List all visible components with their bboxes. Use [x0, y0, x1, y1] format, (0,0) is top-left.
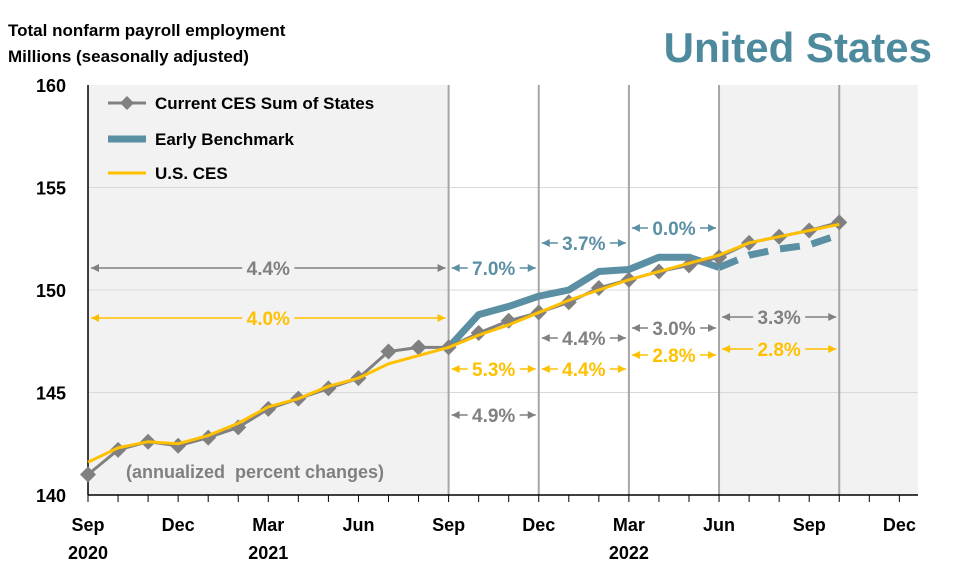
x-tick-label: Sep	[793, 515, 826, 535]
y-tick-label: 160	[36, 76, 66, 96]
arrow-right-icon	[527, 411, 536, 419]
arrow-left-icon	[541, 334, 550, 342]
x-tick-label: Jun	[342, 515, 374, 535]
change-annotation: 3.3%	[722, 308, 837, 329]
legend-item: U.S. CES	[108, 164, 228, 183]
arrow-left-icon	[91, 314, 99, 322]
arrow-right-icon	[708, 224, 717, 232]
change-label: 2.8%	[652, 346, 695, 367]
arrow-left-icon	[722, 313, 731, 321]
chart-subtitle-2: Millions (seasonally adjusted)	[8, 47, 249, 66]
change-label: 4.4%	[247, 259, 290, 280]
y-tick-label: 155	[36, 179, 66, 199]
arrow-right-icon	[527, 264, 536, 272]
legend-marker	[120, 96, 134, 110]
arrow-right-icon	[617, 334, 626, 342]
x-year-label: 2022	[609, 543, 649, 563]
arrow-left-icon	[451, 411, 460, 419]
change-label: 4.9%	[472, 406, 515, 427]
change-label: 3.3%	[757, 308, 800, 329]
sum-of-states-marker	[380, 343, 397, 360]
arrow-left-icon	[631, 224, 640, 232]
arrow-right-icon	[437, 264, 446, 272]
change-label: 2.8%	[757, 340, 800, 361]
arrow-left-icon	[631, 351, 640, 359]
x-tick-label: Mar	[613, 515, 645, 535]
change-label: 4.4%	[562, 329, 605, 350]
x-tick-label: Dec	[162, 515, 195, 535]
x-tick-label: Sep	[432, 515, 465, 535]
arrow-right-icon	[828, 345, 837, 353]
change-annotation: 7.0%	[451, 259, 536, 280]
change-annotation: 2.8%	[631, 346, 717, 367]
sum-of-states-marker	[80, 466, 96, 483]
arrow-left-icon	[91, 264, 99, 272]
change-annotation: 3.7%	[541, 234, 626, 255]
change-annotation: 0.0%	[631, 219, 717, 240]
x-year-label: 2021	[248, 543, 288, 563]
early-benchmark-line	[446, 253, 721, 350]
arrow-left-icon	[451, 365, 460, 373]
arrow-right-icon	[708, 324, 717, 332]
legend-label: Early Benchmark	[155, 130, 294, 149]
change-annotation: 4.4%	[91, 259, 446, 280]
change-annotation: 4.9%	[451, 406, 536, 427]
arrow-right-icon	[617, 365, 626, 373]
legend-item: Current CES Sum of States	[108, 94, 374, 113]
x-year-label: 2020	[68, 543, 108, 563]
arrow-right-icon	[527, 365, 536, 373]
y-tick-label: 140	[36, 486, 66, 506]
change-annotation: 5.3%	[451, 360, 536, 381]
arrow-left-icon	[631, 324, 640, 332]
change-label: 7.0%	[472, 259, 515, 280]
legend-label: Current CES Sum of States	[155, 94, 374, 113]
sum-of-states-marker	[410, 339, 427, 356]
us-ces-line	[87, 222, 840, 464]
change-annotation: 4.4%	[541, 360, 626, 381]
x-tick-label: Dec	[883, 515, 916, 535]
arrow-left-icon	[722, 345, 731, 353]
x-tick-label: Jun	[703, 515, 735, 535]
change-label: 4.4%	[562, 360, 605, 381]
change-label: 4.0%	[247, 309, 290, 330]
change-label: 3.7%	[562, 234, 605, 255]
change-label: 3.0%	[652, 319, 695, 340]
change-annotation: 3.0%	[631, 319, 717, 340]
change-annotation: 4.4%	[541, 329, 626, 350]
early-benchmark-projected-line	[717, 231, 841, 271]
annotation-note: (annualized percent changes)	[126, 462, 384, 482]
arrow-right-icon	[828, 313, 837, 321]
legend-label: U.S. CES	[155, 164, 228, 183]
arrow-left-icon	[541, 365, 550, 373]
arrow-left-icon	[541, 239, 550, 247]
x-tick-label: Mar	[252, 515, 284, 535]
change-annotation: 4.0%	[91, 309, 446, 330]
legend-item: Early Benchmark	[108, 130, 294, 149]
y-tick-label: 150	[36, 281, 66, 301]
change-annotation: 2.8%	[722, 340, 837, 361]
x-tick-label: Dec	[522, 515, 555, 535]
sum-of-states-marker	[711, 249, 728, 266]
change-label: 0.0%	[652, 219, 695, 240]
x-tick-label: Sep	[71, 515, 104, 535]
arrow-left-icon	[451, 264, 460, 272]
chart-title: United States	[664, 24, 932, 71]
change-label: 5.3%	[472, 360, 515, 381]
chart-subtitle-1: Total nonfarm payroll employment	[8, 21, 286, 40]
arrow-right-icon	[617, 239, 626, 247]
y-tick-label: 145	[36, 384, 66, 404]
arrow-right-icon	[708, 351, 717, 359]
arrow-right-icon	[437, 314, 446, 322]
